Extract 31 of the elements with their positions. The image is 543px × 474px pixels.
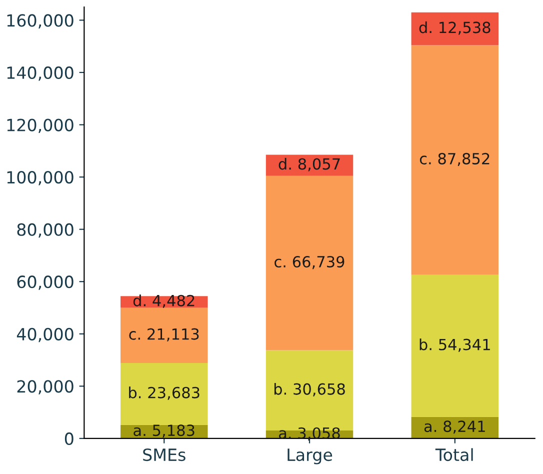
- data-label: a. 3,058: [279, 427, 340, 440]
- bar: [120, 362, 208, 425]
- data-label: b. 30,658: [274, 382, 345, 396]
- y-tick-label: 40,000: [16, 328, 74, 342]
- y-tick-label: 120,000: [7, 118, 74, 134]
- x-tick-label: Large: [288, 448, 332, 464]
- data-label: c. 66,739: [274, 256, 344, 270]
- bar: [411, 45, 499, 275]
- bar: [411, 274, 499, 417]
- data-label: a. 5,183: [134, 424, 194, 438]
- data-label: c. 21,113: [129, 328, 199, 342]
- x-tick-label: SMEs: [143, 448, 186, 462]
- y-tick-label: 60,000: [17, 276, 74, 290]
- data-label: b. 23,683: [129, 386, 200, 400]
- y-tick-label: 20,000: [17, 380, 74, 394]
- y-tick-label: 140,000: [7, 66, 74, 81]
- bar: [411, 12, 499, 46]
- y-tick-label: 100,000: [7, 170, 74, 186]
- bar: [120, 308, 208, 363]
- y-tick-label: 80,000: [17, 223, 74, 238]
- data-label: c. 87,852: [420, 152, 490, 166]
- bar: [266, 154, 354, 176]
- data-label: b. 54,341: [420, 338, 490, 352]
- y-tick-label: 0: [64, 432, 74, 446]
- data-label: a. 8,241: [424, 420, 485, 434]
- data-label: d. 4,482: [133, 294, 194, 308]
- bar: [266, 176, 354, 350]
- data-label: d. 8,057: [278, 158, 340, 172]
- data-label: d. 12,538: [419, 21, 490, 35]
- x-tick-label: Total: [435, 448, 473, 462]
- y-tick-label: 160,000: [7, 14, 74, 28]
